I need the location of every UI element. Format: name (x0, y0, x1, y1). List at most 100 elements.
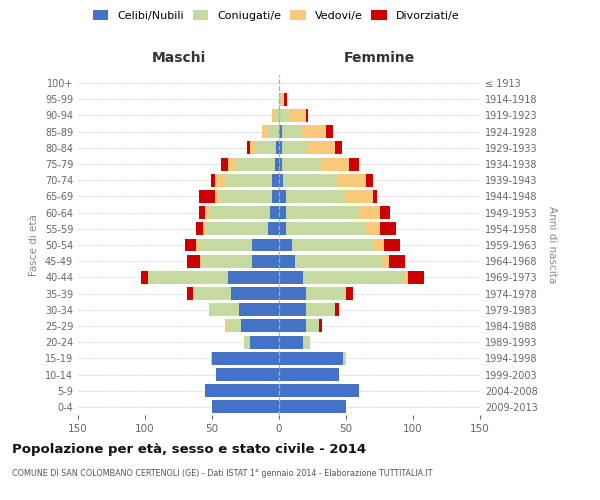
Bar (226, 320, 228, 332)
Bar (231, 287, 279, 300)
Bar (346, 287, 353, 300)
Bar (279, 352, 343, 365)
Bar (199, 206, 205, 219)
Text: Femmine: Femmine (344, 52, 415, 66)
Bar (252, 254, 279, 268)
Bar (279, 93, 281, 106)
Bar (337, 174, 366, 186)
Bar (212, 352, 279, 365)
Bar (279, 190, 286, 203)
Bar (247, 142, 250, 154)
Bar (292, 238, 373, 252)
Bar (211, 352, 212, 365)
Bar (235, 158, 275, 170)
Bar (346, 190, 373, 203)
Bar (201, 254, 252, 268)
Bar (404, 271, 407, 284)
Bar (281, 158, 322, 170)
Bar (193, 287, 231, 300)
Bar (279, 174, 283, 186)
Bar (268, 125, 279, 138)
Bar (279, 254, 295, 268)
Bar (380, 222, 395, 235)
Bar (141, 271, 148, 284)
Bar (286, 222, 366, 235)
Bar (279, 368, 340, 381)
Bar (343, 352, 346, 365)
Bar (196, 222, 203, 235)
Bar (279, 271, 303, 284)
Y-axis label: Fasce di età: Fasce di età (29, 214, 39, 276)
Bar (335, 142, 342, 154)
Bar (200, 254, 201, 268)
Legend: Celibi/Nubili, Coniugati/e, Vedovi/e, Divorziati/e: Celibi/Nubili, Coniugati/e, Vedovi/e, Di… (88, 6, 464, 25)
Bar (279, 109, 290, 122)
Bar (306, 320, 319, 332)
Bar (226, 174, 272, 186)
Bar (366, 222, 380, 235)
Bar (252, 238, 279, 252)
Bar (250, 142, 256, 154)
Bar (205, 222, 268, 235)
Text: Popolazione per età, sesso e stato civile - 2014: Popolazione per età, sesso e stato civil… (12, 442, 366, 456)
Bar (383, 238, 400, 252)
Text: COMUNE DI SAN COLOMBANO CERTENOLI (GE) - Dati ISTAT 1° gennaio 2014 - Elaborazio: COMUNE DI SAN COLOMBANO CERTENOLI (GE) -… (12, 468, 433, 477)
Bar (256, 142, 277, 154)
Bar (272, 109, 277, 122)
Bar (205, 384, 279, 397)
Bar (380, 206, 390, 219)
Bar (212, 400, 279, 413)
Bar (279, 384, 359, 397)
Bar (272, 190, 279, 203)
Bar (215, 190, 218, 203)
Y-axis label: Anni di nascita: Anni di nascita (547, 206, 557, 284)
Bar (199, 190, 215, 203)
Bar (306, 304, 335, 316)
Bar (279, 287, 306, 300)
Bar (279, 336, 303, 348)
Bar (279, 320, 306, 332)
Bar (185, 238, 196, 252)
Bar (373, 238, 383, 252)
Bar (279, 158, 281, 170)
Bar (239, 304, 279, 316)
Bar (359, 206, 380, 219)
Bar (262, 125, 268, 138)
Bar (275, 158, 279, 170)
Bar (216, 368, 279, 381)
Bar (244, 336, 250, 348)
Bar (187, 287, 193, 300)
Bar (211, 174, 215, 186)
Bar (221, 158, 228, 170)
Bar (286, 190, 346, 203)
Bar (196, 238, 199, 252)
Bar (219, 190, 272, 203)
Bar (205, 206, 209, 219)
Bar (306, 109, 308, 122)
Bar (228, 158, 235, 170)
Bar (382, 254, 389, 268)
Bar (241, 320, 279, 332)
Bar (279, 400, 346, 413)
Bar (349, 158, 359, 170)
Bar (303, 271, 404, 284)
Bar (281, 93, 284, 106)
Bar (303, 336, 310, 348)
Bar (283, 174, 337, 186)
Bar (335, 304, 340, 316)
Text: Maschi: Maschi (151, 52, 206, 66)
Bar (279, 206, 286, 219)
Bar (326, 125, 332, 138)
Bar (279, 125, 281, 138)
Bar (250, 336, 279, 348)
Bar (277, 142, 279, 154)
Bar (389, 254, 405, 268)
Bar (290, 109, 306, 122)
Bar (295, 254, 382, 268)
Bar (279, 238, 292, 252)
Bar (284, 93, 287, 106)
Bar (277, 109, 279, 122)
Bar (228, 320, 241, 332)
Bar (308, 142, 335, 154)
Bar (286, 206, 359, 219)
